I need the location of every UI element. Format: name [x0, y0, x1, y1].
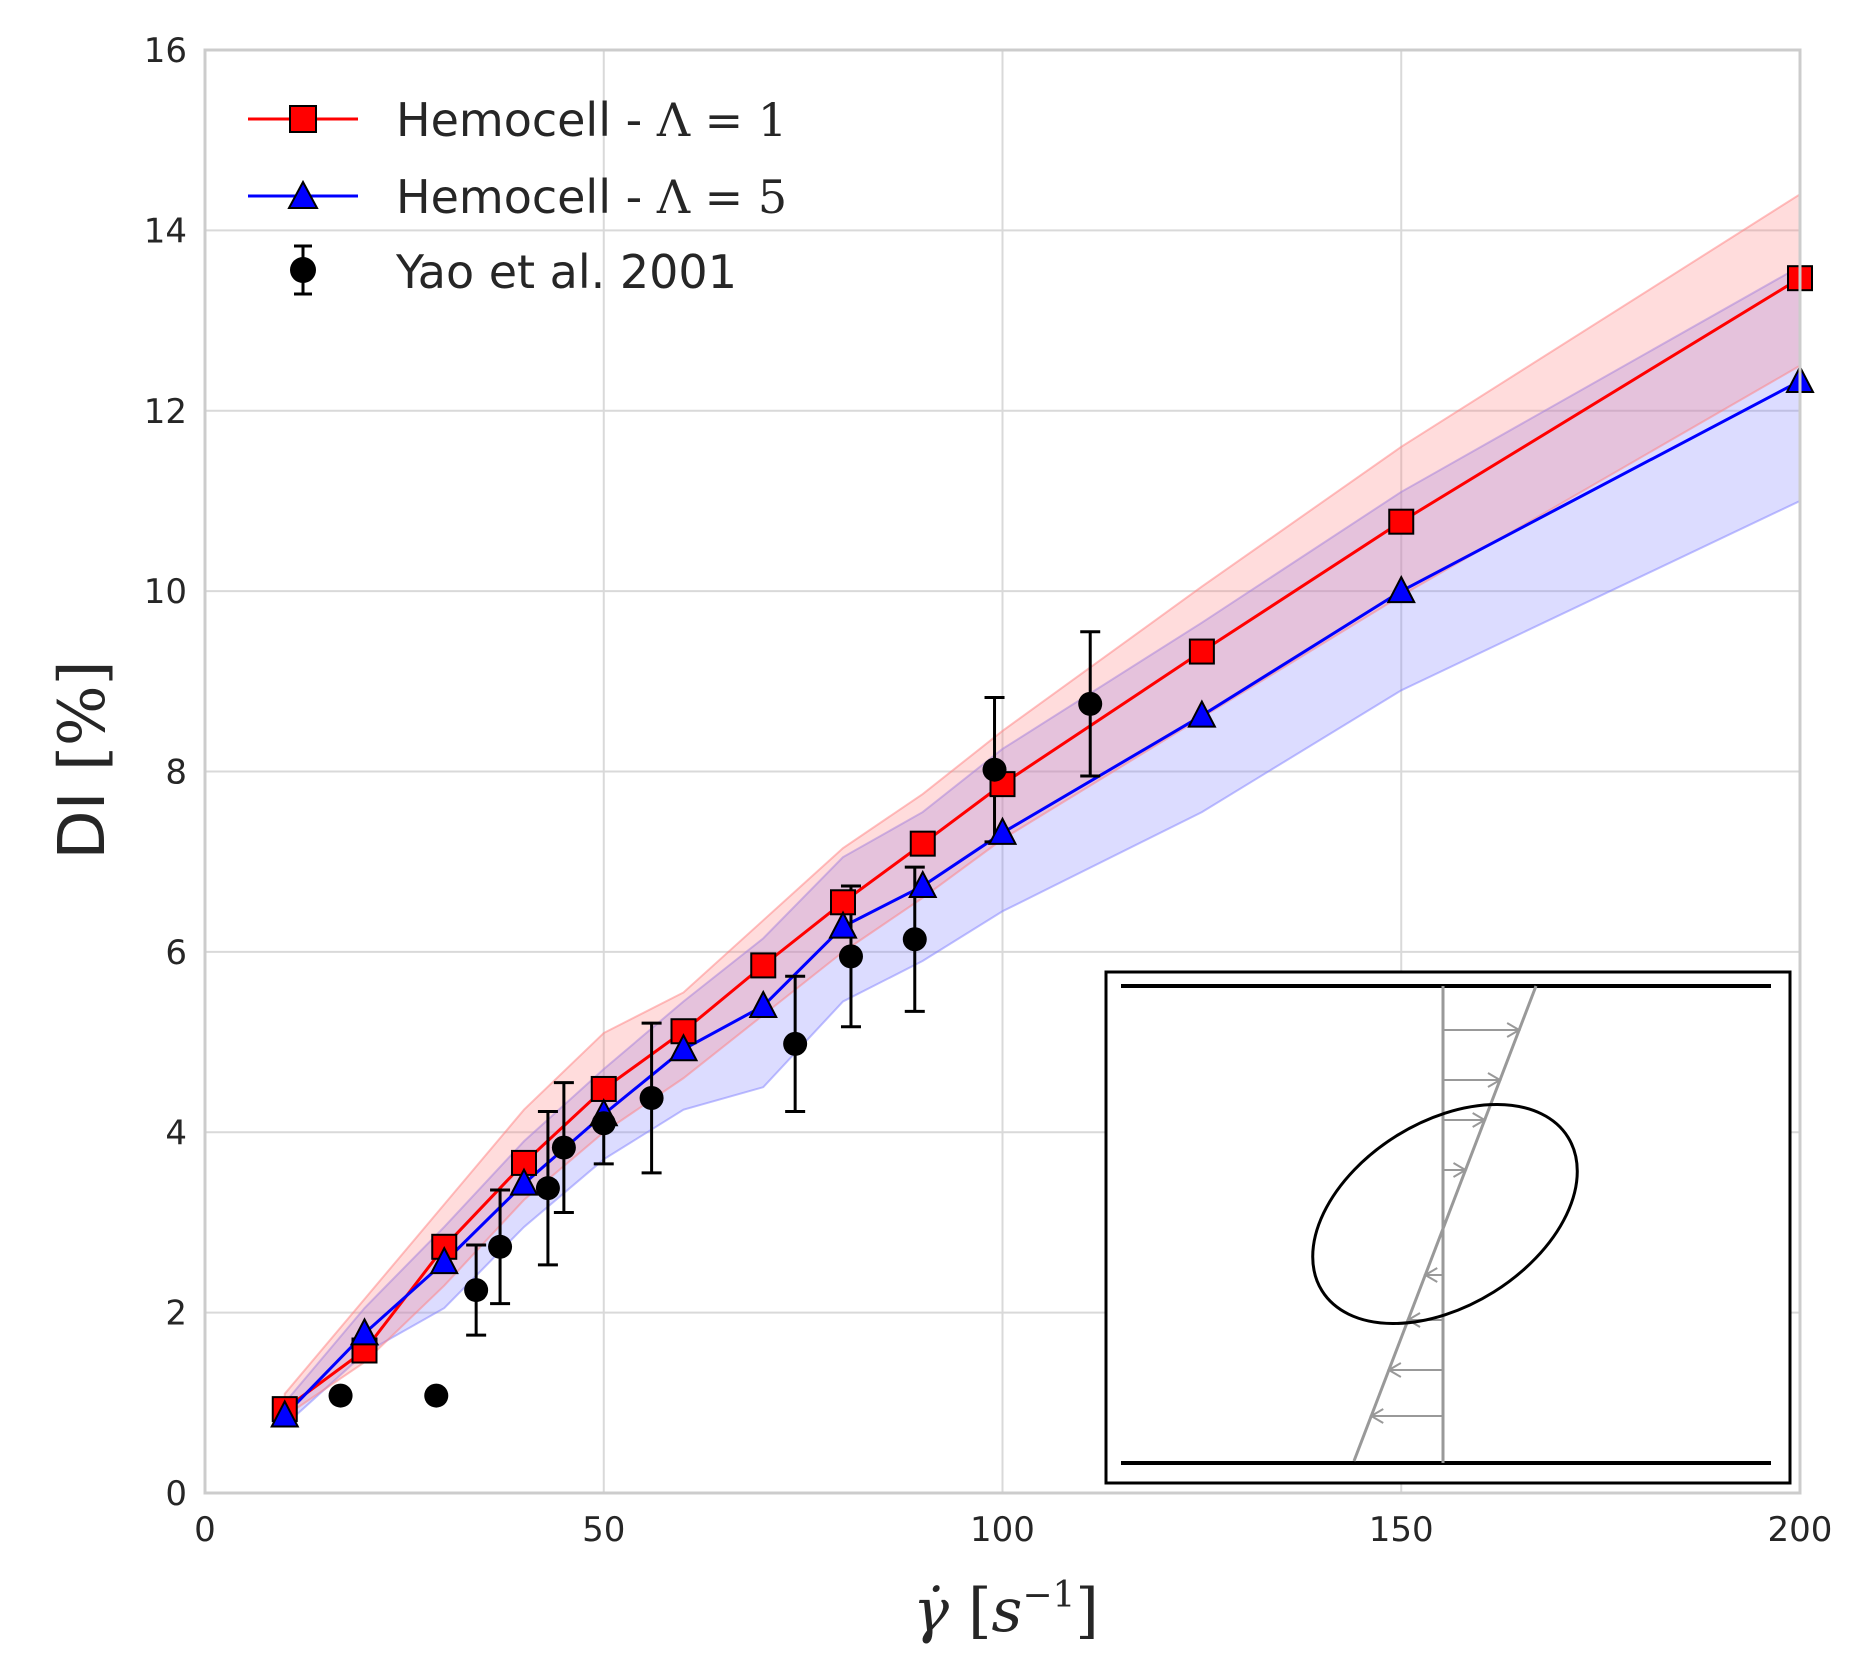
x-axis-label-open: [ — [949, 1576, 991, 1646]
series-markers — [270, 265, 1815, 1428]
data-point-circle — [535, 1176, 560, 1201]
inset-arrow-head — [1452, 1162, 1468, 1178]
y-tick-label: 6 — [165, 933, 187, 973]
inset-cell-ellipse — [1311, 1102, 1579, 1326]
y-tick-label: 0 — [165, 1474, 187, 1514]
x-axis-label-var: s — [992, 1576, 1023, 1646]
inset-velocity-arrows — [1369, 1022, 1522, 1424]
legend-entry-lambda5: Hemocell - Λ = 5 — [248, 170, 787, 224]
inset-arrow-head — [1506, 1022, 1522, 1038]
data-point-triangle — [1386, 574, 1416, 604]
shear-flow-inset — [1104, 970, 1792, 1485]
data-point-triangle — [270, 1399, 300, 1428]
data-point-triangle — [429, 1245, 459, 1275]
data-point-triangle — [668, 1033, 699, 1062]
x-axis-label-exp: −1 — [1022, 1575, 1075, 1616]
axis-ticks: 0 50 100 150 200 0 2 4 6 8 10 12 14 16 — [144, 31, 1833, 1550]
data-point-circle — [328, 1383, 353, 1408]
data-point-triangle — [509, 1167, 539, 1196]
data-point-circle — [783, 1031, 808, 1056]
data-point-triangle — [349, 1317, 380, 1346]
data-point-triangle — [908, 869, 938, 899]
data-point-circle — [639, 1085, 664, 1110]
data-point-circle — [424, 1383, 449, 1408]
legend-label-yao: Yao et al. 2001 — [395, 245, 737, 299]
legend-triangle-marker — [287, 179, 319, 209]
y-tick-label: 12 — [144, 392, 187, 432]
x-tick-label: 100 — [970, 1510, 1035, 1550]
inset-arrow-head — [1386, 1362, 1402, 1378]
legend-math-2: Λ = 5 — [656, 170, 787, 224]
x-axis-label-close: ] — [1075, 1576, 1098, 1646]
data-point-square — [750, 952, 777, 979]
inset-velocity-profile — [1352, 985, 1538, 1462]
data-point-circle — [488, 1234, 513, 1259]
data-point-triangle — [987, 816, 1018, 845]
data-point-square — [590, 1075, 617, 1102]
inset-arrow-head — [1472, 1112, 1487, 1128]
x-axis-label-symbol: γ̇ — [913, 1576, 949, 1646]
legend-entry-lambda1: Hemocell - Λ = 1 — [248, 93, 787, 147]
y-tick-label: 2 — [165, 1294, 187, 1334]
legend-square-marker — [289, 105, 317, 133]
data-point-circle — [902, 927, 927, 952]
legend-circle-marker — [290, 257, 316, 283]
y-axis-label: DI [%] — [46, 660, 120, 859]
data-point-circle — [464, 1278, 489, 1303]
inset-frame — [1104, 970, 1792, 1485]
data-point-triangle — [828, 910, 858, 939]
plot-frame — [203, 48, 1802, 1495]
legend: Hemocell - Λ = 1 Hemocell - Λ = 5 Yao et… — [248, 93, 787, 299]
x-axis-label: γ̇ [s−1] — [913, 1575, 1099, 1646]
inset-arrow-head — [1406, 1312, 1421, 1328]
data-point-circle — [551, 1135, 576, 1160]
y-tick-label: 8 — [165, 753, 187, 793]
data-point-circle — [591, 1111, 616, 1136]
inset-arrow-head — [1487, 1072, 1502, 1088]
inset-arrow-head — [1423, 1267, 1438, 1283]
x-tick-label: 0 — [194, 1510, 216, 1550]
inset-arrow-head — [1369, 1408, 1384, 1424]
data-point-square — [1388, 508, 1415, 535]
x-tick-label: 200 — [1768, 1510, 1833, 1550]
data-point-square — [909, 830, 936, 857]
x-tick-label: 150 — [1369, 1510, 1434, 1550]
data-point-triangle — [1187, 699, 1217, 728]
legend-prefix-2: Hemocell - — [396, 170, 657, 224]
y-tick-label: 14 — [144, 211, 187, 251]
data-point-triangle — [748, 989, 778, 1018]
y-tick-label: 4 — [165, 1113, 187, 1153]
legend-label-lambda1: Hemocell - Λ = 1 — [396, 93, 787, 147]
legend-label-lambda5: Hemocell - Λ = 5 — [396, 170, 787, 224]
data-point-square — [1188, 638, 1215, 665]
y-axis-label-main: DI — [46, 771, 120, 860]
x-tick-label: 50 — [582, 1510, 625, 1550]
legend-entry-yao: Yao et al. 2001 — [290, 244, 737, 299]
y-tick-label: 10 — [144, 572, 187, 612]
data-point-circle — [838, 944, 863, 969]
y-tick-label: 16 — [144, 31, 187, 71]
legend-prefix-1: Hemocell - — [396, 93, 657, 147]
data-point-circle — [1078, 691, 1103, 716]
data-point-circle — [982, 757, 1007, 782]
legend-math-1: Λ = 1 — [656, 93, 787, 147]
y-axis-label-unit: [%] — [46, 660, 120, 771]
